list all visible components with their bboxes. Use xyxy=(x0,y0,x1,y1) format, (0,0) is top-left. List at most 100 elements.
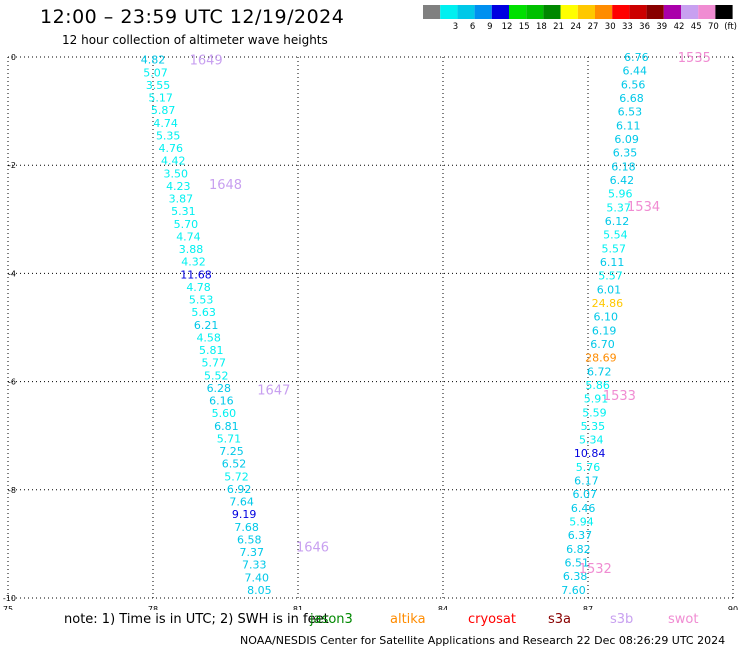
wave-height-value: 5.17 xyxy=(148,92,173,105)
mission-cryosat-label: cryosat xyxy=(468,612,516,627)
wave-height-value: 7.37 xyxy=(239,546,264,559)
x-tick-label: 81 xyxy=(293,605,303,610)
legend-swatch xyxy=(440,5,458,19)
wave-height-value: 6.37 xyxy=(568,529,593,542)
wave-height-value: 6.21 xyxy=(194,319,219,332)
wave-height-value: 6.12 xyxy=(605,215,630,228)
wave-height-value: 5.96 xyxy=(608,188,633,201)
wave-height-value: 6.58 xyxy=(237,533,262,546)
wave-height-value: 24.86 xyxy=(592,297,624,310)
legend-swatch xyxy=(646,5,664,19)
mission-s3b-label: s3b xyxy=(610,612,634,627)
x-tick-label: 90 xyxy=(728,605,738,610)
wave-height-value: 6.81 xyxy=(214,420,239,433)
wave-height-value: 4.76 xyxy=(158,142,183,155)
legend-label: 3 xyxy=(453,22,458,32)
wave-height-value: 9.19 xyxy=(232,508,257,521)
wave-height-value: 6.11 xyxy=(600,256,625,269)
wave-height-value: 6.72 xyxy=(587,365,612,378)
legend-label: 45 xyxy=(691,22,702,32)
map-grid xyxy=(7,56,734,599)
wave-height-value: 4.74 xyxy=(153,117,178,130)
wave-height-value: 5.76 xyxy=(576,461,601,474)
mission-swot-label: swot xyxy=(668,612,699,627)
y-tick-label: -2 xyxy=(8,161,16,170)
wave-height-map: 3 6 9 12 15 18 21 24 27 30 33 36 39 42 45 70 (ft) 75 78 81… xyxy=(3,5,738,610)
wave-height-value: 6.92 xyxy=(227,483,252,496)
x-tick-label: 87 xyxy=(583,605,593,610)
note-text: note: 1) Time is in UTC; 2) SWH is in fe… xyxy=(64,612,329,627)
legend-swatch xyxy=(577,5,595,19)
wave-height-value: 4.58 xyxy=(196,331,221,344)
legend-label: 21 xyxy=(553,22,564,32)
wave-height-value: 6.46 xyxy=(571,502,596,515)
legend-label: 70 xyxy=(708,22,719,32)
wave-height-value: 5.34 xyxy=(579,434,604,447)
wave-height-value: 11.68 xyxy=(180,268,212,281)
y-tick-label: -8 xyxy=(8,486,16,495)
legend-swatch xyxy=(629,5,647,19)
pass-number-label: 1533 xyxy=(603,389,636,404)
page-subtitle: 12 hour collection of altimeter wave hei… xyxy=(62,33,328,47)
wave-height-value: 4.78 xyxy=(186,281,211,294)
axis-ticks: 75 78 81 84 87 90 0 -2 -4 -6 -8 -10 xyxy=(3,53,738,610)
legend-swatch xyxy=(543,5,561,19)
pass-number-label: 1534 xyxy=(627,200,660,215)
wave-height-value: 6.82 xyxy=(566,543,591,556)
legend-swatch xyxy=(509,5,527,19)
y-tick-label: -10 xyxy=(3,594,16,603)
wave-height-value: 6.35 xyxy=(613,147,638,160)
legend-label: 33 xyxy=(622,22,633,32)
wave-height-value: 5.31 xyxy=(171,205,196,218)
wave-height-value: 5.72 xyxy=(224,470,249,483)
wave-height-value: 7.25 xyxy=(219,445,244,458)
wave-height-value: 5.57 xyxy=(602,242,627,255)
legend-swatch xyxy=(681,5,699,19)
page-title: 12:00 – 23:59 UTC 12/19/2024 xyxy=(40,6,345,28)
mission-s3a-label: s3a xyxy=(548,612,572,627)
legend-swatch xyxy=(612,5,630,19)
wave-height-value: 4.32 xyxy=(181,256,206,269)
wave-height-value: 5.35 xyxy=(581,420,606,433)
wave-height-value: 6.53 xyxy=(618,106,643,119)
legend-label: 30 xyxy=(605,22,616,32)
wave-height-value: 7.33 xyxy=(242,559,267,572)
wave-height-value: 6.44 xyxy=(622,65,647,78)
legend-label: 27 xyxy=(588,22,599,32)
y-tick-label: -4 xyxy=(8,269,16,278)
wave-height-value: 5.54 xyxy=(603,229,628,242)
wave-height-value: 5.37 xyxy=(606,201,631,214)
wave-height-value: 7.60 xyxy=(561,584,586,597)
wave-height-value: 5.91 xyxy=(584,393,609,406)
wave-height-value: 6.68 xyxy=(619,92,644,105)
x-tick-label: 84 xyxy=(438,605,448,610)
legend-swatch xyxy=(423,5,441,19)
legend-label: 24 xyxy=(570,22,581,32)
wave-height-value: 6.17 xyxy=(574,475,599,488)
wave-height-value: 6.11 xyxy=(616,119,641,132)
wave-height-value: 5.63 xyxy=(191,306,216,319)
wave-height-value: 6.28 xyxy=(207,382,232,395)
wave-height-value: 6.70 xyxy=(590,338,615,351)
mission-jason3-label: jason3 xyxy=(310,612,353,627)
legend-label: 6 xyxy=(470,22,475,32)
wave-height-value: 4.74 xyxy=(176,230,201,243)
wave-height-value: 6.16 xyxy=(209,395,234,408)
legend-swatch xyxy=(526,5,544,19)
wave-height-value: 10.84 xyxy=(574,447,606,460)
wave-height-value: 6.18 xyxy=(611,160,636,173)
wave-height-value: 5.94 xyxy=(569,516,594,529)
pass-number-label: 1535 xyxy=(678,51,711,66)
wave-height-value: 6.42 xyxy=(610,174,635,187)
mission-altika-label: altika xyxy=(390,612,426,627)
legend-swatch xyxy=(715,5,733,19)
legend-label: 36 xyxy=(639,22,650,32)
pass-number-label: 1646 xyxy=(296,541,329,556)
wave-height-value: 6.52 xyxy=(222,458,247,471)
wave-height-value: 3.88 xyxy=(179,243,204,256)
y-tick-label: -6 xyxy=(8,378,16,387)
y-tick-label: 0 xyxy=(11,53,16,62)
wave-height-value: 5.77 xyxy=(202,357,227,370)
wave-height-value: 3.87 xyxy=(169,193,194,206)
wave-height-value: 4.42 xyxy=(161,155,186,168)
